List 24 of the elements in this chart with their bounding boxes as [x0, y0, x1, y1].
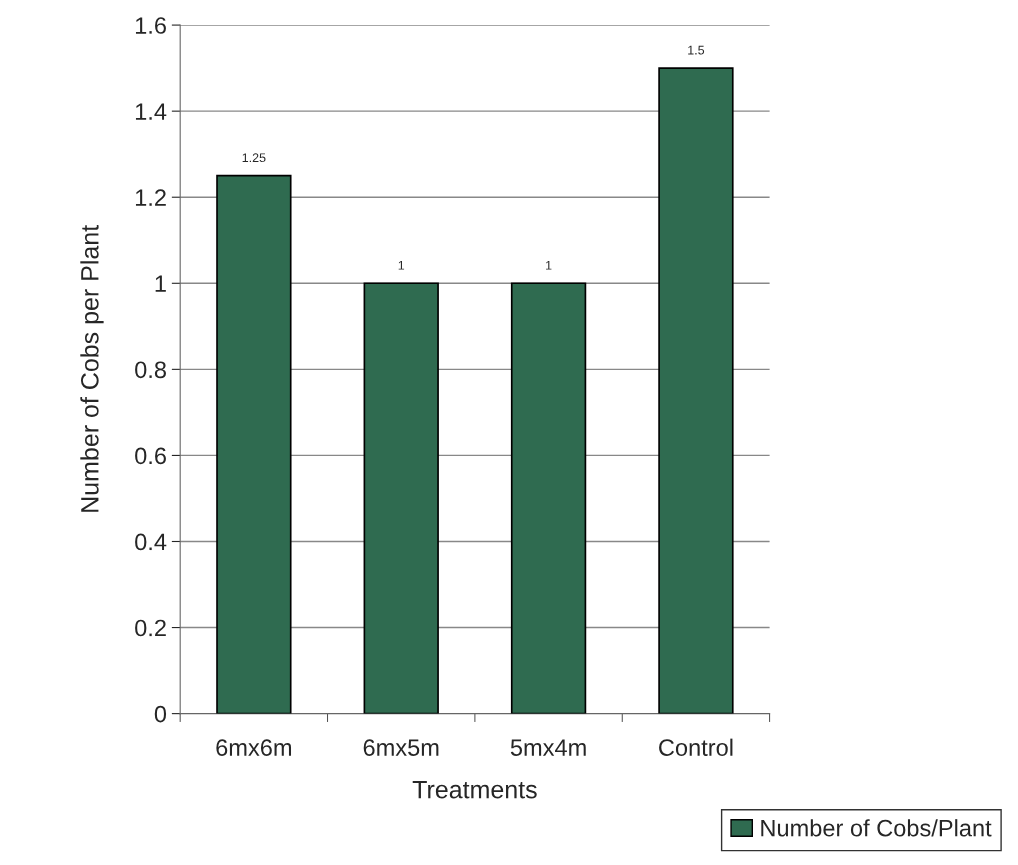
bar: [363, 282, 439, 714]
data-label: 1: [398, 260, 405, 270]
x-tick-label: 6mx5m: [363, 739, 439, 756]
y-tick-label: 0.4: [135, 533, 167, 551]
x-tick-label: 6mx6m: [216, 739, 292, 756]
bar: [510, 282, 587, 714]
bar: [216, 174, 292, 714]
x-axis-title: Treatments: [412, 781, 537, 799]
y-tick-label: 0.8: [135, 361, 166, 379]
legend-label: Number of Cobs/Plant: [761, 819, 992, 837]
data-label: 1.5: [688, 45, 705, 55]
y-tick-label: 1.2: [135, 189, 166, 206]
x-tick-label: Control: [659, 738, 733, 756]
data-label: 1: [546, 260, 552, 270]
y-tick-label: 0.6: [135, 447, 166, 465]
data-label: 1.25: [242, 153, 266, 163]
y-tick-label: 1.4: [135, 103, 167, 120]
bar: [658, 67, 734, 714]
y-tick-label: 1.6: [135, 17, 166, 34]
y-tick-label: 1: [155, 275, 166, 292]
y-axis-title: Number of Cobs per Plant: [80, 225, 104, 512]
y-tick-label: 0: [154, 705, 167, 723]
x-tick-label: 5mx4m: [510, 739, 586, 756]
y-tick-label: 0.2: [135, 619, 166, 637]
